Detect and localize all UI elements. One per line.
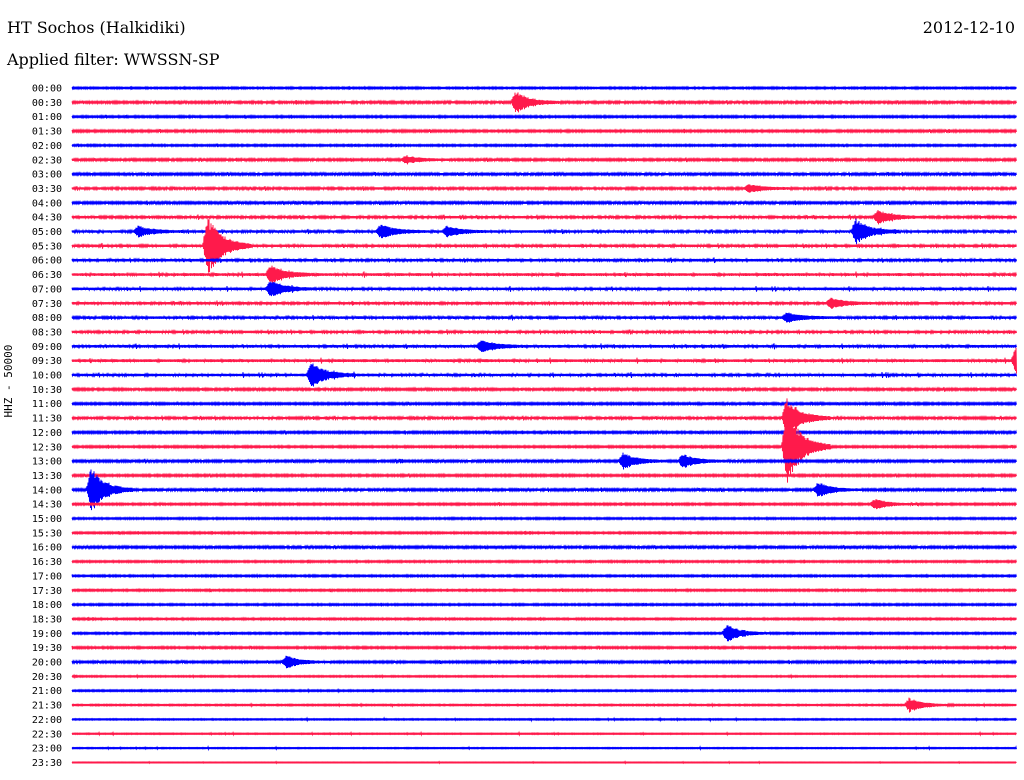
row-time-label: 15:30 [32,528,62,539]
station-title: HT Sochos (Halkidiki) [7,18,186,37]
date-label: 2012-12-10 [922,18,1015,37]
row-time-label: 10:30 [32,385,62,396]
row-time-label: 06:30 [32,270,62,281]
row-time-label: 03:30 [32,184,62,195]
filter-label: Applied filter: WWSSN-SP [7,50,220,69]
row-time-label: 13:30 [32,471,62,482]
row-time-label: 04:30 [32,213,62,224]
row-time-label: 14:30 [32,500,62,511]
row-time-label: 19:30 [32,643,62,654]
row-time-label: 10:00 [32,371,62,382]
row-time-label: 03:00 [32,170,62,181]
row-time-label: 12:30 [32,442,62,453]
row-time-label: 00:30 [32,98,62,109]
row-time-label: 05:00 [32,227,62,238]
row-time-label: 18:30 [32,614,62,625]
row-time-label: 20:30 [32,672,62,683]
row-time-label: 13:00 [32,457,62,468]
row-time-label: 01:00 [32,112,62,123]
row-time-label: 20:00 [32,658,62,669]
row-time-label: 00:00 [32,84,62,95]
row-time-label: 16:00 [32,543,62,554]
row-time-label: 08:00 [32,313,62,324]
row-time-label: 14:00 [32,485,62,496]
row-time-label: 07:30 [32,299,62,310]
row-time-label: 08:30 [32,327,62,338]
row-time-label: 05:30 [32,241,62,252]
row-time-label: 18:00 [32,600,62,611]
row-time-label: 02:00 [32,141,62,152]
row-time-label: 19:00 [32,629,62,640]
row-time-label: 17:30 [32,586,62,597]
row-time-label: 09:00 [32,342,62,353]
row-time-label: 02:30 [32,155,62,166]
row-time-label: 23:30 [32,758,62,769]
row-time-label: 09:30 [32,356,62,367]
row-time-label: 23:00 [32,744,62,755]
row-time-label: 22:30 [32,729,62,740]
row-time-label: 15:00 [32,514,62,525]
row-time-label: 07:00 [32,284,62,295]
row-time-label: 06:00 [32,256,62,267]
row-time-label: 12:00 [32,428,62,439]
row-time-label: 16:30 [32,557,62,568]
row-time-label: 11:30 [32,414,62,425]
row-time-label: 22:00 [32,715,62,726]
row-time-label: 21:00 [32,686,62,697]
row-time-label: 11:00 [32,399,62,410]
row-time-label: 01:30 [32,127,62,138]
row-time-label: 17:00 [32,571,62,582]
row-time-label: 21:30 [32,701,62,712]
row-time-label: 04:00 [32,198,62,209]
